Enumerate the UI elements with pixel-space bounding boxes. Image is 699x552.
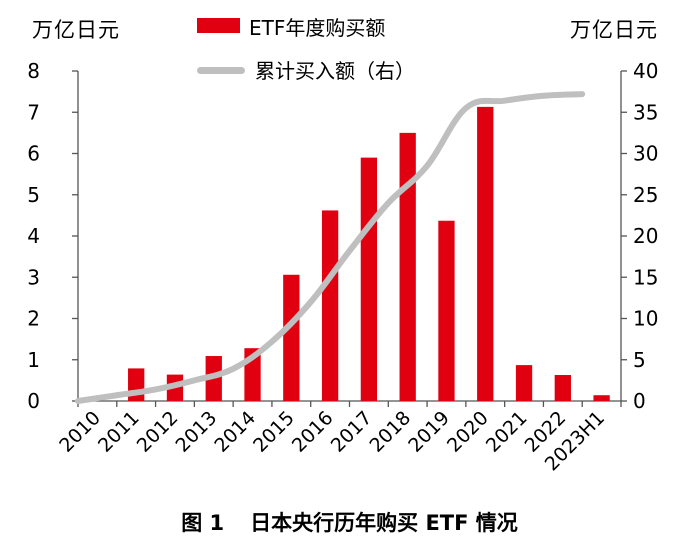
left-tick-label: 1	[27, 348, 40, 372]
x-tick-label: 2020	[443, 407, 493, 457]
chart-svg: 0123456780510152025303540201020112012201…	[27, 59, 658, 475]
right-tick-label: 0	[633, 389, 646, 413]
x-tick-label: 2015	[249, 407, 299, 457]
left-tick-label: 4	[27, 224, 40, 248]
x-tick-label: 2010	[55, 407, 105, 457]
bar-2017	[360, 157, 378, 401]
x-tick-label: 2012	[133, 407, 183, 457]
x-tick-label: 2013	[172, 407, 222, 457]
bar-2016	[321, 210, 339, 401]
x-tick-label: 2011	[94, 407, 144, 457]
right-tick-label: 25	[633, 183, 658, 207]
right-axis-unit: 万亿日元	[570, 18, 658, 42]
legend-bar-swatch	[197, 18, 240, 33]
x-tick-label: 2017	[327, 407, 377, 457]
legend-line: 累计买入额（右）	[197, 53, 437, 85]
legend-bar: ETF年度购买额	[197, 12, 427, 40]
legend-line-swatch	[197, 67, 245, 74]
x-tick-label: 2021	[482, 407, 532, 457]
figure-caption: 图 1 日本央行历年购买 ETF 情况	[0, 507, 699, 537]
x-tick-label: 2016	[288, 407, 338, 457]
left-tick-label: 0	[27, 389, 40, 413]
right-tick-label: 20	[633, 224, 658, 248]
x-tick-label: 2019	[404, 407, 454, 457]
bar-2022	[554, 375, 571, 401]
right-tick-label: 15	[633, 265, 658, 289]
bar-2020	[477, 106, 494, 401]
right-tick-label: 5	[633, 348, 646, 372]
x-tick-label: 2018	[365, 407, 415, 457]
left-tick-label: 2	[27, 307, 40, 331]
bar-2019	[438, 220, 455, 401]
legend-bar-label: ETF年度购买额	[249, 16, 386, 40]
cumulative-line	[75, 91, 586, 404]
left-tick-label: 7	[27, 100, 40, 124]
left-tick-label: 5	[27, 183, 40, 207]
bar-2021	[515, 365, 533, 401]
left-tick-label: 3	[27, 265, 40, 289]
right-tick-label: 40	[633, 59, 658, 83]
right-tick-label: 35	[633, 100, 658, 124]
bar-2018	[399, 132, 416, 401]
x-tick-label: 2014	[210, 407, 260, 457]
left-axis-unit: 万亿日元	[32, 18, 120, 42]
left-tick-label: 6	[27, 142, 40, 166]
left-tick-label: 8	[27, 59, 40, 83]
right-tick-label: 10	[633, 307, 658, 331]
right-tick-label: 30	[633, 142, 658, 166]
caption-text: 日本央行历年购买 ETF 情况	[250, 511, 518, 535]
caption-number: 图 1	[181, 511, 225, 535]
legend-line-label: 累计买入额（右）	[255, 59, 415, 83]
bar-2015	[283, 274, 300, 401]
bar-2023H1	[593, 395, 610, 401]
